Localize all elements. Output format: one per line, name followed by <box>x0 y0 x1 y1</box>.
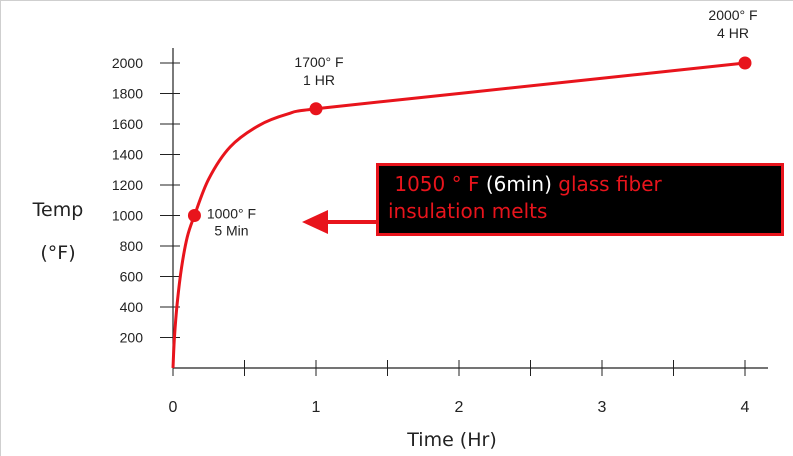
callout-temp: 1050 ° F <box>394 172 480 196</box>
y-axis-unit: (°F) <box>40 242 75 264</box>
callout-time: (6min) <box>485 172 552 196</box>
arrow-head <box>302 210 328 234</box>
marker-label-temp: 1700° F <box>294 54 343 70</box>
callout-box: 1050 ° F (6min) glass fiber insulation m… <box>376 163 784 236</box>
y-tick-label: 2000 <box>112 55 143 71</box>
x-tick-label: 2 <box>455 399 464 416</box>
y-tick-label: 1000 <box>112 208 143 224</box>
axes <box>172 48 768 369</box>
y-tick-label: 400 <box>120 299 144 315</box>
callout-text-a: glass fiber <box>558 172 662 196</box>
y-tick-label: 1600 <box>112 116 143 132</box>
data-point-marker <box>309 102 323 116</box>
y-tick-label: 200 <box>120 330 144 346</box>
marker-label-time: 4 HR <box>717 25 749 41</box>
callout-arrow <box>302 210 378 234</box>
y-tick-label: 600 <box>120 269 144 285</box>
y-ticks: 200 400 600 800 1000 1200 1400 1600 1800 2000 <box>112 55 180 346</box>
marker-label-time: 5 Min <box>214 223 248 239</box>
y-tick-label: 1400 <box>112 147 143 163</box>
series-line <box>171 61 746 369</box>
data-point-marker <box>738 56 752 70</box>
y-tick-label: 1800 <box>112 86 143 102</box>
x-tick-label: 1 <box>312 399 321 416</box>
x-ticks: 0 1 2 3 4 <box>169 360 750 416</box>
x-tick-label: 3 <box>598 399 607 416</box>
markers: 1000° F5 Min 1700° F 1 HR 2000° F 4 HR <box>187 7 758 239</box>
x-axis-title: Time (Hr) <box>406 429 496 451</box>
x-tick-label: 4 <box>741 399 750 416</box>
marker-label-temp: 1000° F <box>207 206 256 222</box>
series <box>171 61 746 369</box>
y-tick-label: 800 <box>120 238 144 254</box>
data-point-marker <box>187 209 201 222</box>
y-axis-title: Temp <box>32 199 84 221</box>
y-tick-label: 1200 <box>112 177 143 193</box>
x-tick-label: 0 <box>169 399 178 416</box>
marker-label-time: 1 HR <box>303 72 335 88</box>
marker-label-temp: 2000° F <box>708 7 757 23</box>
callout-text-b: insulation melts <box>388 199 548 223</box>
